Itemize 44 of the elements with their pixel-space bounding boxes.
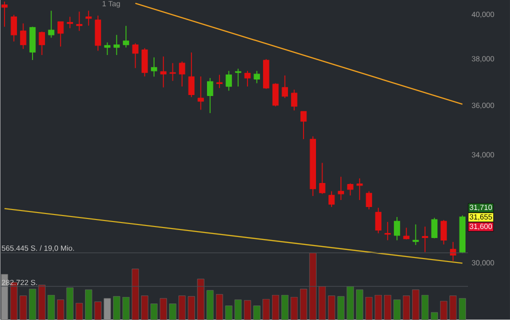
candlestick <box>178 61 186 87</box>
candlestick <box>20 22 26 50</box>
candlestick <box>10 14 17 42</box>
candlestick <box>431 217 438 239</box>
candlestick <box>319 162 326 194</box>
candlestick <box>114 34 120 56</box>
candlestick <box>57 21 64 47</box>
candlestick <box>375 207 382 234</box>
candlestick <box>132 42 138 69</box>
candlestick <box>384 221 391 241</box>
candlestick <box>86 10 92 26</box>
candlestick <box>104 42 110 56</box>
candlestick <box>226 70 232 92</box>
candlestick <box>150 56 158 78</box>
candlestick <box>254 70 260 84</box>
candlestick <box>440 220 447 245</box>
candlestick <box>403 227 410 240</box>
candlestick <box>48 10 54 38</box>
candlestick <box>66 16 74 29</box>
candlestick <box>328 190 335 208</box>
candlestick <box>160 56 166 88</box>
candlestick <box>235 68 242 87</box>
candlestick <box>282 75 288 98</box>
candlestick <box>366 190 372 210</box>
candlestick <box>244 70 251 87</box>
candlestick <box>347 182 354 196</box>
candlestick <box>38 31 45 56</box>
candlestick <box>300 111 307 140</box>
candlestick <box>216 74 223 88</box>
candlestick <box>338 176 344 200</box>
candlestick <box>198 76 204 110</box>
candlestick <box>188 52 195 98</box>
candlestick <box>142 48 148 77</box>
candlestick <box>272 82 279 107</box>
candlestick <box>394 216 400 241</box>
candlestick <box>291 89 298 111</box>
candlestick <box>76 11 82 32</box>
candlestick <box>412 224 419 246</box>
candlestick <box>1 1 8 28</box>
candlestick <box>356 178 363 200</box>
candlestick <box>207 78 214 114</box>
candlestick <box>422 226 428 253</box>
candlestick <box>170 62 176 82</box>
candlestick <box>122 25 130 48</box>
